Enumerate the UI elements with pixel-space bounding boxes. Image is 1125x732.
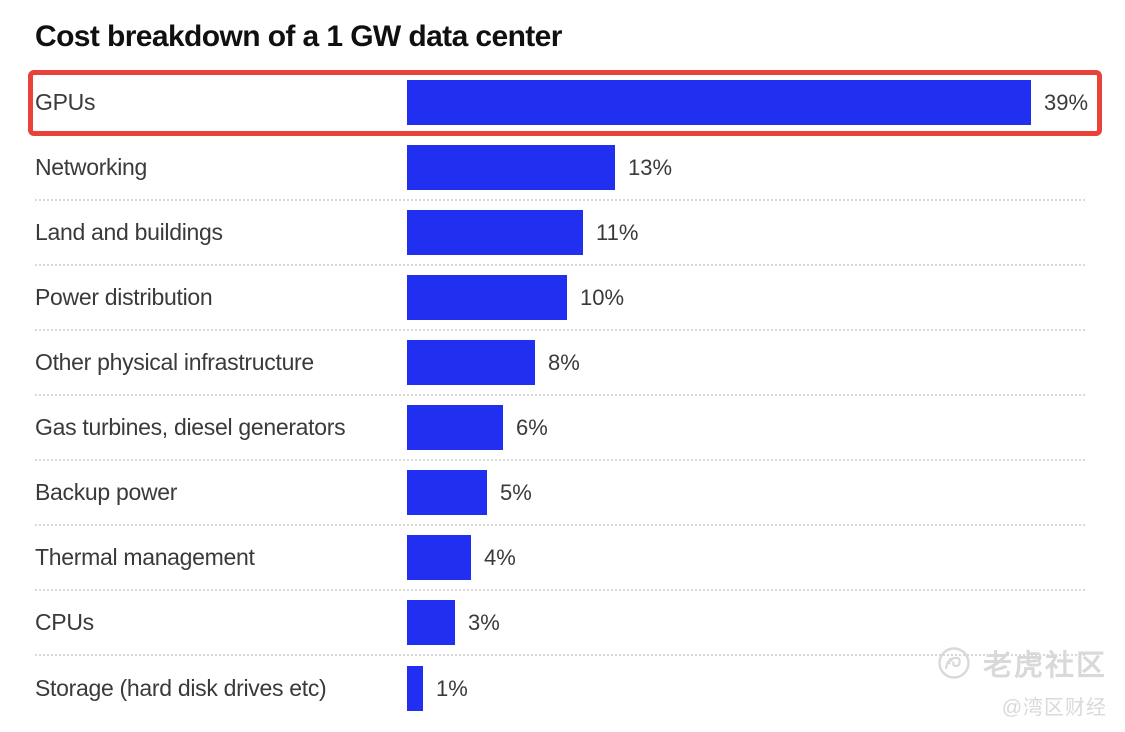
category-label: Backup power (35, 479, 178, 505)
bar (407, 666, 423, 711)
category-label: Thermal management (35, 544, 255, 570)
category-label: Other physical infrastructure (35, 349, 314, 375)
bar (407, 340, 535, 385)
value-label: 6% (516, 414, 548, 440)
value-label: 10% (580, 284, 625, 310)
bar (407, 470, 487, 515)
bar-zone: 13% (407, 145, 1085, 190)
bar (407, 600, 455, 645)
bar-zone: 1% (407, 666, 1085, 711)
bar (407, 210, 583, 255)
value-label: 39% (1044, 89, 1089, 115)
bar (407, 80, 1031, 125)
category-label: CPUs (35, 609, 94, 635)
value-label: 11% (596, 219, 639, 245)
bar (407, 535, 471, 580)
value-label: 13% (628, 154, 673, 180)
bar-zone: 10% (407, 275, 1085, 320)
bar-zone: 8% (407, 340, 1085, 385)
value-label: 8% (548, 349, 580, 375)
chart-row: GPUs 39% (35, 71, 1089, 136)
bar (407, 145, 615, 190)
category-label: Land and buildings (35, 219, 223, 245)
bar (407, 405, 503, 450)
value-label: 1% (436, 675, 468, 701)
chart-row: Gas turbines, diesel generators 6% (35, 396, 1085, 461)
chart-row: Backup power 5% (35, 461, 1085, 526)
tiger-logo-icon (938, 647, 970, 679)
bar (407, 275, 567, 320)
bar-zone: 11% (407, 210, 1085, 255)
value-label: 5% (500, 479, 532, 505)
category-label: Networking (35, 154, 148, 180)
chart-row: Networking 13% (35, 136, 1085, 201)
bar-zone: 6% (407, 405, 1085, 450)
category-label: Storage (hard disk drives etc) (35, 675, 327, 701)
chart-row: Land and buildings 11% (35, 201, 1085, 266)
value-label: 3% (468, 609, 500, 635)
bar-zone: 5% (407, 470, 1085, 515)
chart-row: Storage (hard disk drives etc) 1% (35, 656, 1085, 721)
category-label: Power distribution (35, 284, 213, 310)
chart-row: Thermal management 4% (35, 526, 1085, 591)
category-label: GPUs (35, 89, 96, 115)
bar-zone: 4% (407, 535, 1085, 580)
chart-row: Power distribution 10% (35, 266, 1085, 331)
bar-chart: GPUs 39% Networking 13% Land and buildin… (28, 70, 1102, 721)
bar-zone: 39% (407, 80, 1089, 125)
watermark-handle: @湾区财经 (1001, 697, 1107, 719)
watermark: 老虎社区 @湾区财经 (937, 642, 1107, 720)
value-label: 4% (484, 544, 516, 570)
category-label: Gas turbines, diesel generators (35, 414, 346, 440)
chart-title: Cost breakdown of a 1 GW data center (35, 20, 562, 53)
chart-row: Other physical infrastructure 8% (35, 331, 1085, 396)
watermark-community-name: 老虎社区 (982, 650, 1107, 682)
chart-row: CPUs 3% (35, 591, 1085, 656)
bar-zone: 3% (407, 600, 1085, 645)
